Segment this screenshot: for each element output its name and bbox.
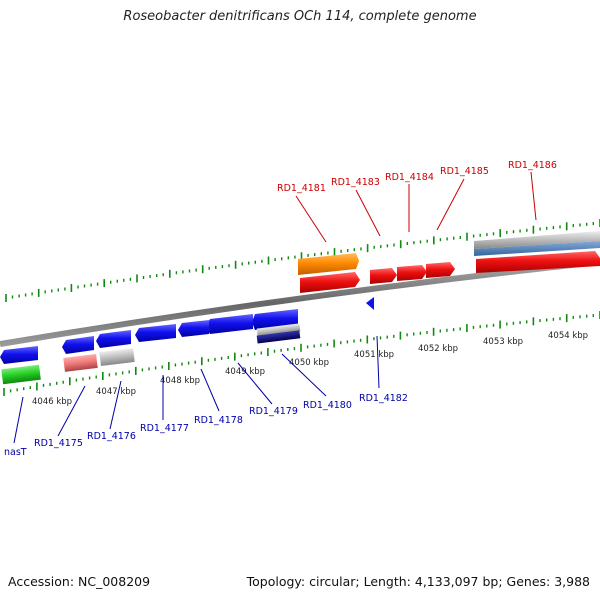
gene-feature-RD1_4185[interactable] xyxy=(426,262,455,278)
gene-label-RD1_4178[interactable]: RD1_4178 xyxy=(194,415,243,426)
leader-line xyxy=(376,335,380,389)
leader-line xyxy=(355,189,381,237)
gene-feature-gray-long[interactable] xyxy=(474,231,600,249)
gene-feature-orange[interactable] xyxy=(298,253,359,275)
gene-label-RD1_4186[interactable]: RD1_4186 xyxy=(508,160,557,171)
scale-label: 4047 kbp xyxy=(96,387,136,397)
scale-label: 4046 kbp xyxy=(32,397,72,407)
gene-feature-RD1_4178[interactable] xyxy=(178,320,209,337)
gene-feature-RD1_4183[interactable] xyxy=(370,268,397,284)
leader-line xyxy=(436,178,465,231)
leader-line xyxy=(200,368,220,412)
leader-line xyxy=(530,171,537,221)
gene-feature-RD1_4175[interactable] xyxy=(63,353,98,372)
gene-feature-RD1_4186[interactable] xyxy=(476,251,600,273)
scale-label: 4048 kbp xyxy=(160,376,200,386)
gene-label-RD1_4175[interactable]: RD1_4175 xyxy=(34,438,83,449)
leader-line xyxy=(109,380,122,430)
accession-text: Accession: NC_008209 xyxy=(8,574,151,589)
leader-line xyxy=(295,195,327,243)
scale-label: 4052 kbp xyxy=(418,344,458,354)
gene-feature-RD1_4181[interactable] xyxy=(300,272,360,293)
gene-label-RD1_4179[interactable]: RD1_4179 xyxy=(249,406,298,417)
gene-feature-RD1_4182[interactable] xyxy=(366,297,374,310)
gene-label-RD1_4183[interactable]: RD1_4183 xyxy=(331,177,380,188)
forward-tick-track xyxy=(5,219,600,302)
genome-backbone xyxy=(0,259,600,347)
scale-label: 4050 kbp xyxy=(289,358,329,368)
gene-feature-RD1_4177[interactable] xyxy=(135,324,176,342)
gene-label-nasT[interactable]: nasT xyxy=(4,447,27,458)
map-title: Roseobacter denitrificans OCh 114, compl… xyxy=(123,9,477,24)
gene-label-RD1_4180[interactable]: RD1_4180 xyxy=(303,400,352,411)
gene-label-RD1_4181[interactable]: RD1_4181 xyxy=(277,183,326,194)
scale-label: 4051 kbp xyxy=(354,350,394,360)
forward-strand-features xyxy=(298,231,600,293)
gene-feature-navy-short[interactable] xyxy=(256,330,301,344)
gene-feature-steel-long[interactable] xyxy=(474,241,600,256)
gene-label-RD1_4177[interactable]: RD1_4177 xyxy=(140,423,189,434)
leader-line xyxy=(237,362,273,405)
gene-feature-blue-c[interactable] xyxy=(0,346,38,364)
gene-feature-RD1_4184[interactable] xyxy=(397,265,427,281)
topology-text: Topology: circular; Length: 4,133,097 bp… xyxy=(246,574,590,589)
gene-label-RD1_4185[interactable]: RD1_4185 xyxy=(440,166,489,177)
scale-label: 4054 kbp xyxy=(548,331,588,341)
gene-label-RD1_4184[interactable]: RD1_4184 xyxy=(385,172,434,183)
leader-line xyxy=(13,396,24,444)
gene-feature-blue-b[interactable] xyxy=(62,336,94,354)
reverse-gene-labels: nasT RD1_4175 RD1_4176 RD1_4177 RD1_4178… xyxy=(4,335,408,458)
leader-line xyxy=(281,353,327,397)
gene-feature-blue-a[interactable] xyxy=(96,330,131,348)
gene-feature-gray-short[interactable] xyxy=(256,323,301,337)
forward-gene-labels: RD1_4181 RD1_4183 RD1_4184 RD1_4185 RD1_… xyxy=(277,160,557,243)
gene-label-RD1_4182[interactable]: RD1_4182 xyxy=(359,393,408,404)
leader-line xyxy=(57,385,86,437)
gene-feature-RD1_4179[interactable] xyxy=(206,314,253,334)
reverse-strand-features xyxy=(0,297,374,385)
scale-label: 4053 kbp xyxy=(483,337,523,347)
gene-feature-nasT[interactable] xyxy=(1,364,41,385)
reverse-tick-track xyxy=(3,311,600,396)
gene-label-RD1_4176[interactable]: RD1_4176 xyxy=(87,431,136,442)
gene-feature-RD1_4180[interactable] xyxy=(252,309,298,330)
gene-feature-RD1_4176[interactable] xyxy=(99,347,135,367)
